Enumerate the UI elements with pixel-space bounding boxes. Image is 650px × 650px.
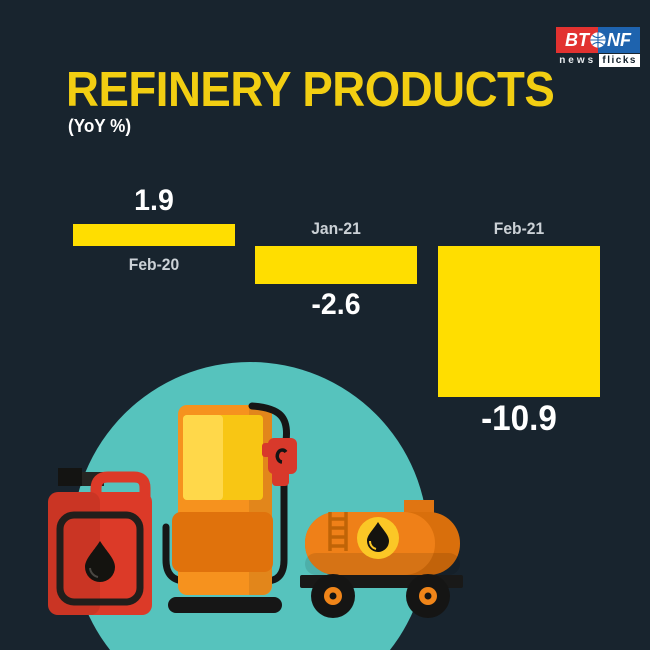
wheel-icon	[311, 574, 355, 618]
oil-drop-icon	[367, 522, 389, 552]
jerry-can-icon	[48, 468, 152, 615]
bar-feb21	[438, 246, 600, 397]
logo-bt-text: BT	[556, 27, 598, 53]
btnf-logo: BT NF news flicks	[556, 27, 640, 67]
bar-label-feb21: Feb-21	[493, 219, 545, 238]
bar-group-jan21: Jan-21 -2.6	[255, 0, 417, 650]
bar-feb20	[73, 224, 235, 246]
fuel-tanker-icon	[300, 500, 463, 618]
ladder-icon	[328, 512, 348, 551]
page-subtitle: (YoY %)	[68, 116, 132, 136]
bar-value-feb20: 1.9	[134, 184, 174, 217]
logo-news-text: news	[559, 55, 597, 66]
btnf-logo-box: BT NF	[556, 27, 640, 53]
fuel-illustration	[48, 362, 463, 650]
bar-label-feb20: Feb-20	[128, 255, 180, 274]
bar-label-jan21: Jan-21	[311, 219, 361, 238]
logo-flicks-text: flicks	[599, 54, 640, 67]
bar-jan21	[255, 246, 417, 284]
globe-icon	[590, 32, 606, 48]
fuel-nozzle-icon	[262, 438, 297, 486]
page-title: REFINERY PRODUCTS	[66, 63, 555, 117]
bar-value-feb21: -10.9	[481, 399, 557, 438]
bar-group-feb20: 1.9 Feb-20	[73, 0, 235, 650]
wheel-icon	[406, 574, 450, 618]
bar-value-jan21: -2.6	[311, 288, 361, 321]
logo-wordmark: news flicks	[556, 54, 640, 67]
fuel-pump-icon	[162, 402, 297, 613]
bar-group-feb21: Feb-21 -10.9	[438, 0, 600, 650]
oil-drop-icon	[85, 541, 115, 582]
